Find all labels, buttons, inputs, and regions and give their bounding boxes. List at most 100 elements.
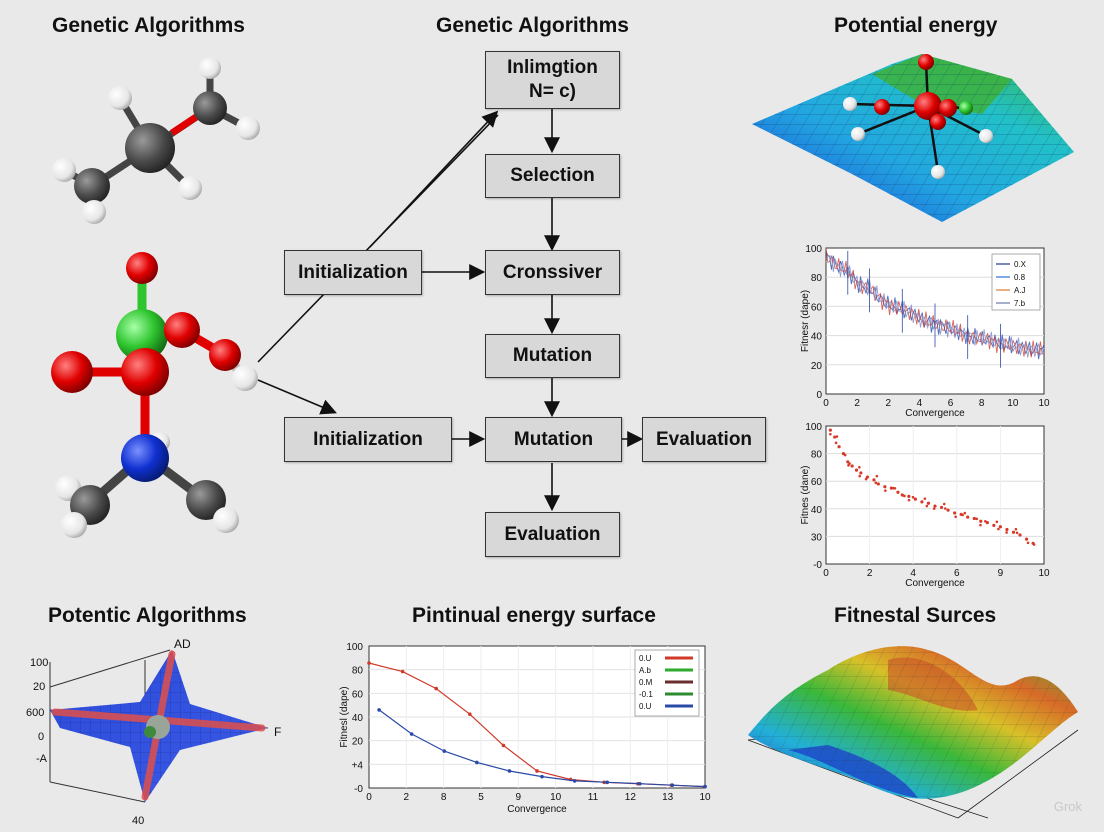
flow-box-mutation-1: Mutation <box>485 334 620 378</box>
chart2-point <box>923 497 927 500</box>
chart3-x-label: Convergence <box>507 804 567 815</box>
chart2-point <box>975 517 978 521</box>
flow-box-initialization-upper: Initialization <box>284 250 422 295</box>
chart2-point <box>979 523 982 527</box>
chart2-point <box>872 478 876 482</box>
chart2-point <box>984 519 987 523</box>
potential-energy-surface <box>752 54 1074 222</box>
molecule-bottom <box>51 252 258 538</box>
chart2-point <box>966 515 970 519</box>
chart2-x-tick: 2 <box>867 568 873 579</box>
chart2-point <box>997 527 1000 531</box>
chart1-legend-label: 0.8 <box>1014 273 1026 282</box>
chart1-x-tick: 10 <box>1007 398 1019 409</box>
chart2-point <box>944 507 947 510</box>
chart2-point <box>1026 541 1030 545</box>
chart2-point <box>954 515 957 519</box>
chart2-point <box>900 493 904 497</box>
chart3-y-tick: +4 <box>352 760 364 771</box>
chart2-point <box>953 511 957 515</box>
flow-box-evaluation-bottom: Evaluation <box>485 512 620 557</box>
bl-label-40: 40 <box>132 815 144 827</box>
chart3-legend-label: 0.U <box>639 702 652 711</box>
chart2-point <box>1024 537 1029 541</box>
chart2-x-label: Convergence <box>905 578 965 589</box>
chart2-point <box>972 516 976 521</box>
chart2-point <box>893 486 897 490</box>
chart3-y-tick: 40 <box>352 713 364 724</box>
chart2-point <box>1005 527 1009 532</box>
chart3-legend-label: -0.1 <box>639 690 653 699</box>
chart2-point <box>875 474 879 478</box>
chart2-point <box>858 474 862 478</box>
bl-label-ad: AD <box>174 637 191 651</box>
bl-label-0: 0 <box>38 731 44 743</box>
chart2-point <box>858 466 861 469</box>
chart2-point <box>907 498 911 502</box>
chart3-y-tick: 80 <box>352 666 364 677</box>
chart2-point <box>903 494 906 498</box>
chart2-point <box>833 435 837 439</box>
chart2-point <box>925 504 929 508</box>
chart3-y-tick: 100 <box>346 642 363 653</box>
top-center-title: Genetic Algorithms <box>436 14 629 37</box>
chart2-point <box>876 482 880 486</box>
chart2-point <box>963 511 967 515</box>
chart2-y-tick: 60 <box>811 477 823 488</box>
chart2-point <box>1018 533 1022 537</box>
chart2-plot-area <box>825 425 1045 565</box>
bottom-left-title: Potentic Algorithms <box>48 604 247 627</box>
flow-box-selection: Selection <box>485 154 620 198</box>
chart3-y-tick: 20 <box>352 737 364 748</box>
chart1-x-tick: 10 <box>1038 398 1050 409</box>
chart2-point <box>979 519 983 523</box>
chart1-y-tick: 40 <box>811 332 823 343</box>
fitness-scatter-chart: 100 80 60 40 30 -00 2 4 6 9 10 Convergence Fitnes (d… <box>800 422 1050 589</box>
chart2-point <box>1014 527 1018 531</box>
chart3-x-tick: 0 <box>366 792 372 803</box>
chart2-y-label: Fitnes (dane) <box>800 466 811 525</box>
chart3-legend-label: 0.M <box>639 678 653 687</box>
chart1-legend <box>991 253 1041 311</box>
chart2-point <box>835 435 839 438</box>
chart2-y-tick: 80 <box>811 450 823 461</box>
bottom-center-title: Pintinual energy surface <box>412 604 656 627</box>
chart2-point <box>859 471 863 475</box>
bl-label-f: F <box>274 725 281 739</box>
flow-box-evaluation-right: Evaluation <box>642 417 766 462</box>
chart2-point <box>837 445 841 449</box>
chart3-legend-label: A.b <box>639 666 652 675</box>
chart2-point <box>995 520 999 524</box>
chart3-x-tick: 8 <box>441 792 447 803</box>
chart2-y-tick: -0 <box>813 560 822 571</box>
chart3-y-tick: 60 <box>352 689 364 700</box>
chart1-y-tick: 0 <box>816 390 822 401</box>
top-right-title: Potential energy <box>834 14 998 37</box>
chart1-x-tick: 6 <box>948 398 954 409</box>
top-left-title: Genetic Algorithms <box>52 14 245 37</box>
chart2-x-tick: 4 <box>910 568 916 579</box>
chart2-point <box>985 521 989 525</box>
chart2-point <box>911 495 915 499</box>
chart2-point <box>1011 530 1016 534</box>
chart3-x-tick: 13 <box>662 792 674 803</box>
chart2-point <box>864 477 868 481</box>
flow-box-initialization-lower: Initialization <box>284 417 452 462</box>
chart2-point <box>932 507 936 510</box>
bl-label-a: -A <box>36 753 48 765</box>
chart3-series-line <box>378 709 706 788</box>
bl-label-600: 600 <box>26 707 44 719</box>
chart1-x-tick: 2 <box>854 398 860 409</box>
chart1-x-tick: 2 <box>886 398 892 409</box>
chart2-point <box>933 504 937 508</box>
bottom-right-title: Fitnestal Surces <box>834 604 997 627</box>
potentic-surface: 100 20 600 0 -A AD F 40 <box>26 637 281 827</box>
chart2-point <box>907 494 911 498</box>
chart3-x-tick: 2 <box>404 792 410 803</box>
chart2-point <box>946 508 950 512</box>
flow-box-initiation: Inlimgtion N= c) <box>485 51 620 109</box>
chart2-point <box>961 513 964 517</box>
chart1-x-tick: 8 <box>979 398 985 409</box>
chart3-x-tick: 9 <box>516 792 522 803</box>
chart3-x-tick: 5 <box>478 792 484 803</box>
